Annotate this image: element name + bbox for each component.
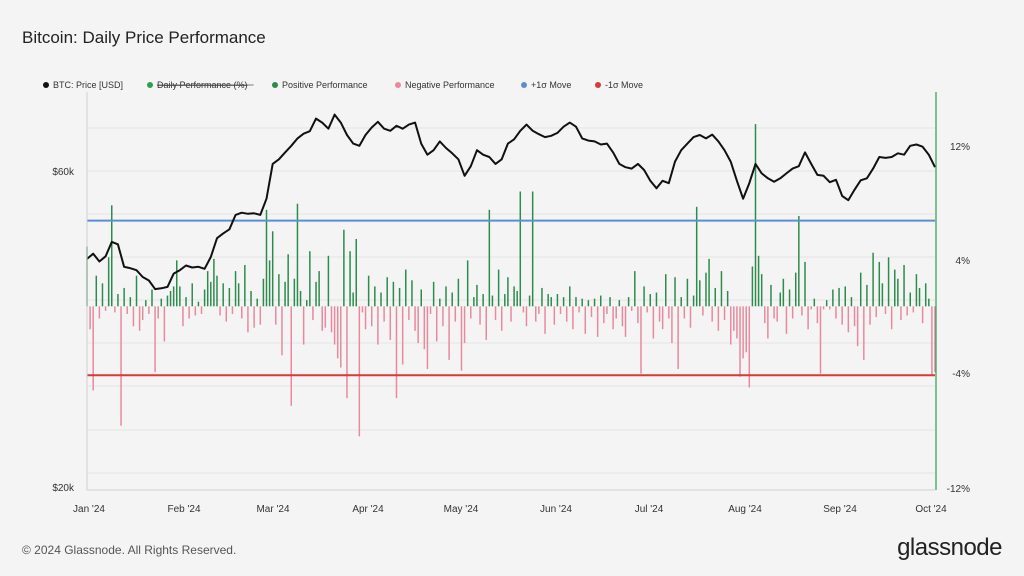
price-series: [86, 113, 936, 291]
right-tick-label: -12%: [947, 484, 970, 495]
x-tick-label: Oct '24: [915, 504, 947, 515]
x-tick-label: Apr '24: [352, 504, 384, 515]
legend-label: -1σ Move: [605, 80, 643, 90]
x-tick-label: May '24: [444, 504, 479, 515]
legend-marker: [43, 82, 49, 88]
page-title: Bitcoin: Daily Price Performance: [22, 28, 266, 47]
x-tick-label: Feb '24: [167, 504, 200, 515]
left-tick-label: $60k: [52, 167, 75, 178]
x-tick-label: Mar '24: [256, 504, 289, 515]
chart-grid: [87, 127, 935, 474]
legend-label: Negative Performance: [405, 80, 495, 90]
x-tick-label: Sep '24: [823, 504, 857, 515]
legend-marker: [521, 82, 527, 88]
legend-marker: [595, 82, 601, 88]
legend-marker: [147, 82, 153, 88]
legend-marker: [272, 82, 278, 88]
left-tick-label: $20k: [52, 483, 75, 494]
legend-label: BTC: Price [USD]: [53, 80, 123, 90]
brand-logo[interactable]: glassnode: [897, 534, 1002, 561]
x-tick-label: Jun '24: [540, 504, 572, 515]
x-tick-label: Aug '24: [728, 504, 762, 515]
right-tick-label: 12%: [950, 142, 970, 153]
x-tick-label: Jul '24: [635, 504, 664, 515]
copyright-footer: © 2024 Glassnode. All Rights Reserved.: [22, 543, 237, 557]
chart-axes: Jan '24 Feb '24 Mar '24 Apr '24 May '24 Jun '…: [52, 92, 970, 515]
btc-price-line: [86, 113, 936, 291]
chart-legend: BTC: Price [USD] Daily Performance (%) Pos…: [43, 80, 643, 90]
legend-label: +1σ Move: [531, 80, 571, 90]
sigma-lines: [87, 219, 935, 377]
x-tick-label: Jan '24: [73, 504, 105, 515]
right-tick-label: -4%: [952, 369, 970, 380]
right-tick-label: 4%: [956, 256, 971, 267]
legend-marker: [395, 82, 401, 88]
legend-label: Positive Performance: [282, 80, 368, 90]
